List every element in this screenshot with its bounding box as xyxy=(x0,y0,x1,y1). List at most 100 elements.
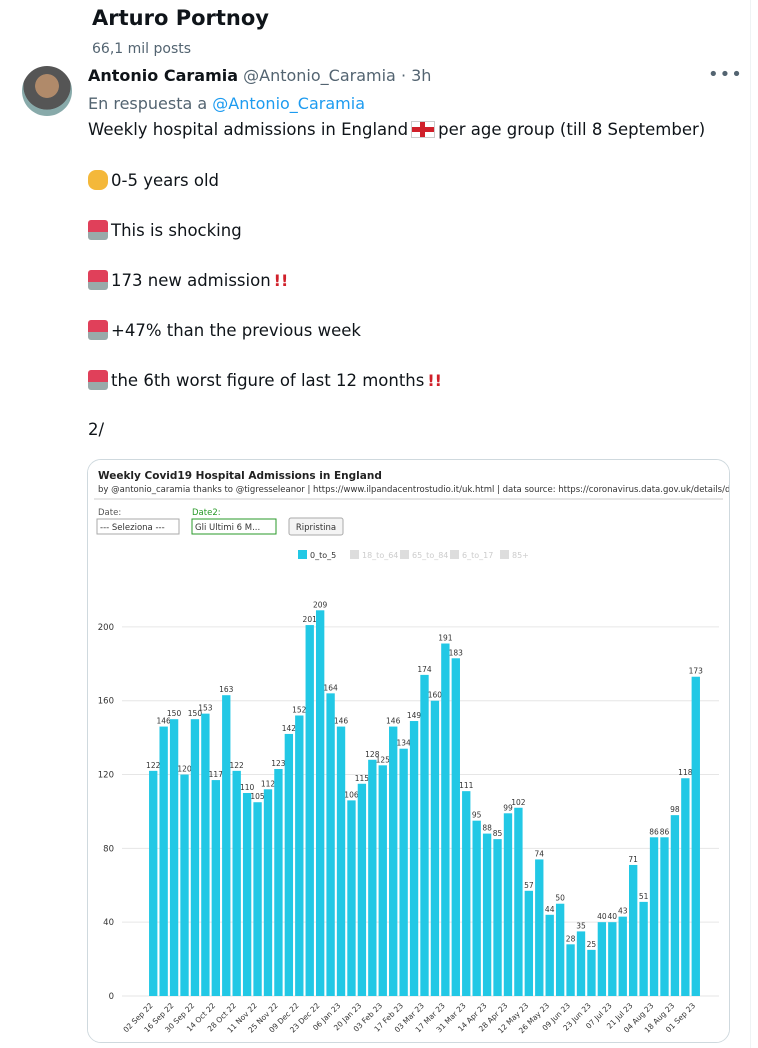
legend-swatch[interactable] xyxy=(450,550,459,559)
bar xyxy=(368,759,377,996)
post-count: 66,1 mil posts xyxy=(92,41,192,57)
date-value: --- Seleziona --- xyxy=(100,523,165,533)
text: per age group (till 8 September) xyxy=(438,120,706,139)
time: · 3h xyxy=(400,66,432,85)
author-name[interactable]: Antonio Caramia xyxy=(88,66,239,85)
bar xyxy=(159,726,168,996)
value-label: 86 xyxy=(649,827,659,836)
bar xyxy=(409,721,419,996)
value-label: 115 xyxy=(355,774,370,783)
bar xyxy=(149,770,158,996)
reset-button[interactable] xyxy=(288,517,344,536)
bar xyxy=(242,793,252,996)
bar xyxy=(420,674,429,996)
text-line: 173 new admission!! xyxy=(88,270,288,290)
bar xyxy=(441,643,450,996)
bar xyxy=(503,813,513,996)
bar xyxy=(284,733,294,996)
bar xyxy=(660,837,669,996)
bar xyxy=(347,800,356,996)
value-label: 164 xyxy=(323,683,338,692)
value-label: 160 xyxy=(428,691,443,700)
bar xyxy=(545,914,554,996)
value-label: 201 xyxy=(303,615,318,624)
value-label: 128 xyxy=(365,750,380,759)
y-tick-label: 160 xyxy=(98,697,114,707)
bar xyxy=(180,774,189,996)
control-label: Date: xyxy=(98,508,121,518)
value-label: 146 xyxy=(334,717,349,726)
bar xyxy=(253,802,262,996)
bar xyxy=(305,625,314,996)
bar xyxy=(524,890,534,996)
value-label: 74 xyxy=(535,849,545,858)
exclaim-icon: !! xyxy=(427,370,442,390)
siren-icon xyxy=(88,320,108,340)
text: 173 new admission xyxy=(111,270,271,290)
date-input[interactable] xyxy=(96,518,180,535)
bar xyxy=(587,949,596,996)
text-line: 0-5 years old xyxy=(88,170,219,190)
bar xyxy=(472,820,481,996)
bar xyxy=(639,901,648,996)
bar xyxy=(681,778,690,996)
value-label: 118 xyxy=(678,768,693,777)
legend-label: 18_to_64 xyxy=(362,551,398,560)
bar xyxy=(222,695,231,996)
reply-handle[interactable]: @Antonio_Caramia xyxy=(212,94,365,113)
text-line: Weekly hospital admissions in England per… xyxy=(88,120,705,139)
bar xyxy=(670,815,680,996)
flag-icon xyxy=(411,121,436,138)
value-label: 40 xyxy=(597,912,607,921)
text: +47% than the previous week xyxy=(111,320,361,340)
value-label: 43 xyxy=(618,907,628,916)
bar xyxy=(566,944,575,996)
value-label: 57 xyxy=(524,881,534,890)
avatar[interactable] xyxy=(22,66,72,116)
exclaim-icon: !! xyxy=(273,270,289,290)
bar xyxy=(263,789,273,996)
bar xyxy=(357,783,367,996)
siren-icon xyxy=(88,220,108,240)
author-handle[interactable]: @Antonio_Caramia xyxy=(243,66,396,85)
y-tick-label: 0 xyxy=(109,992,114,1002)
bar xyxy=(274,769,283,996)
date2-select[interactable] xyxy=(191,518,277,535)
value-label: 174 xyxy=(417,665,432,674)
reply-to: En respuesta a @Antonio_Caramia xyxy=(88,94,365,113)
value-label: 146 xyxy=(386,717,401,726)
value-label: 50 xyxy=(555,894,565,903)
value-label: 102 xyxy=(511,798,526,807)
bar xyxy=(649,837,659,996)
bar xyxy=(535,859,544,996)
bar xyxy=(608,922,617,996)
bar xyxy=(336,726,346,996)
date2-value: Gli Ultimi 6 M... xyxy=(195,523,260,533)
y-tick-label: 120 xyxy=(98,771,114,781)
value-label: 122 xyxy=(230,761,245,770)
legend-swatch[interactable] xyxy=(500,550,509,559)
bar xyxy=(482,833,492,996)
legend-swatch[interactable] xyxy=(298,550,307,559)
bar xyxy=(389,726,398,996)
media[interactable]: Weekly Covid19 Hospital Admissions in En… xyxy=(87,459,730,1043)
text-line: 2/ xyxy=(88,420,104,439)
value-label: 153 xyxy=(198,704,213,713)
y-tick-label: 200 xyxy=(98,623,114,633)
value-label: 209 xyxy=(313,600,328,609)
value-label: 95 xyxy=(472,811,482,820)
legend-swatch[interactable] xyxy=(350,550,359,559)
more-menu[interactable]: ••• xyxy=(708,64,743,85)
legend-label: 85+ xyxy=(512,551,529,560)
bar xyxy=(462,791,471,996)
legend-swatch[interactable] xyxy=(400,550,409,559)
text: 2/ xyxy=(88,420,105,439)
author: Antonio Caramia @Antonio_Caramia · 3h xyxy=(88,66,431,85)
value-label: 183 xyxy=(449,648,464,657)
bar xyxy=(691,676,700,996)
value-label: 150 xyxy=(188,709,203,718)
profile-name: Arturo Portnoy xyxy=(92,6,269,30)
bar xyxy=(201,713,210,996)
value-label: 28 xyxy=(566,934,576,943)
value-label: 106 xyxy=(344,790,359,799)
